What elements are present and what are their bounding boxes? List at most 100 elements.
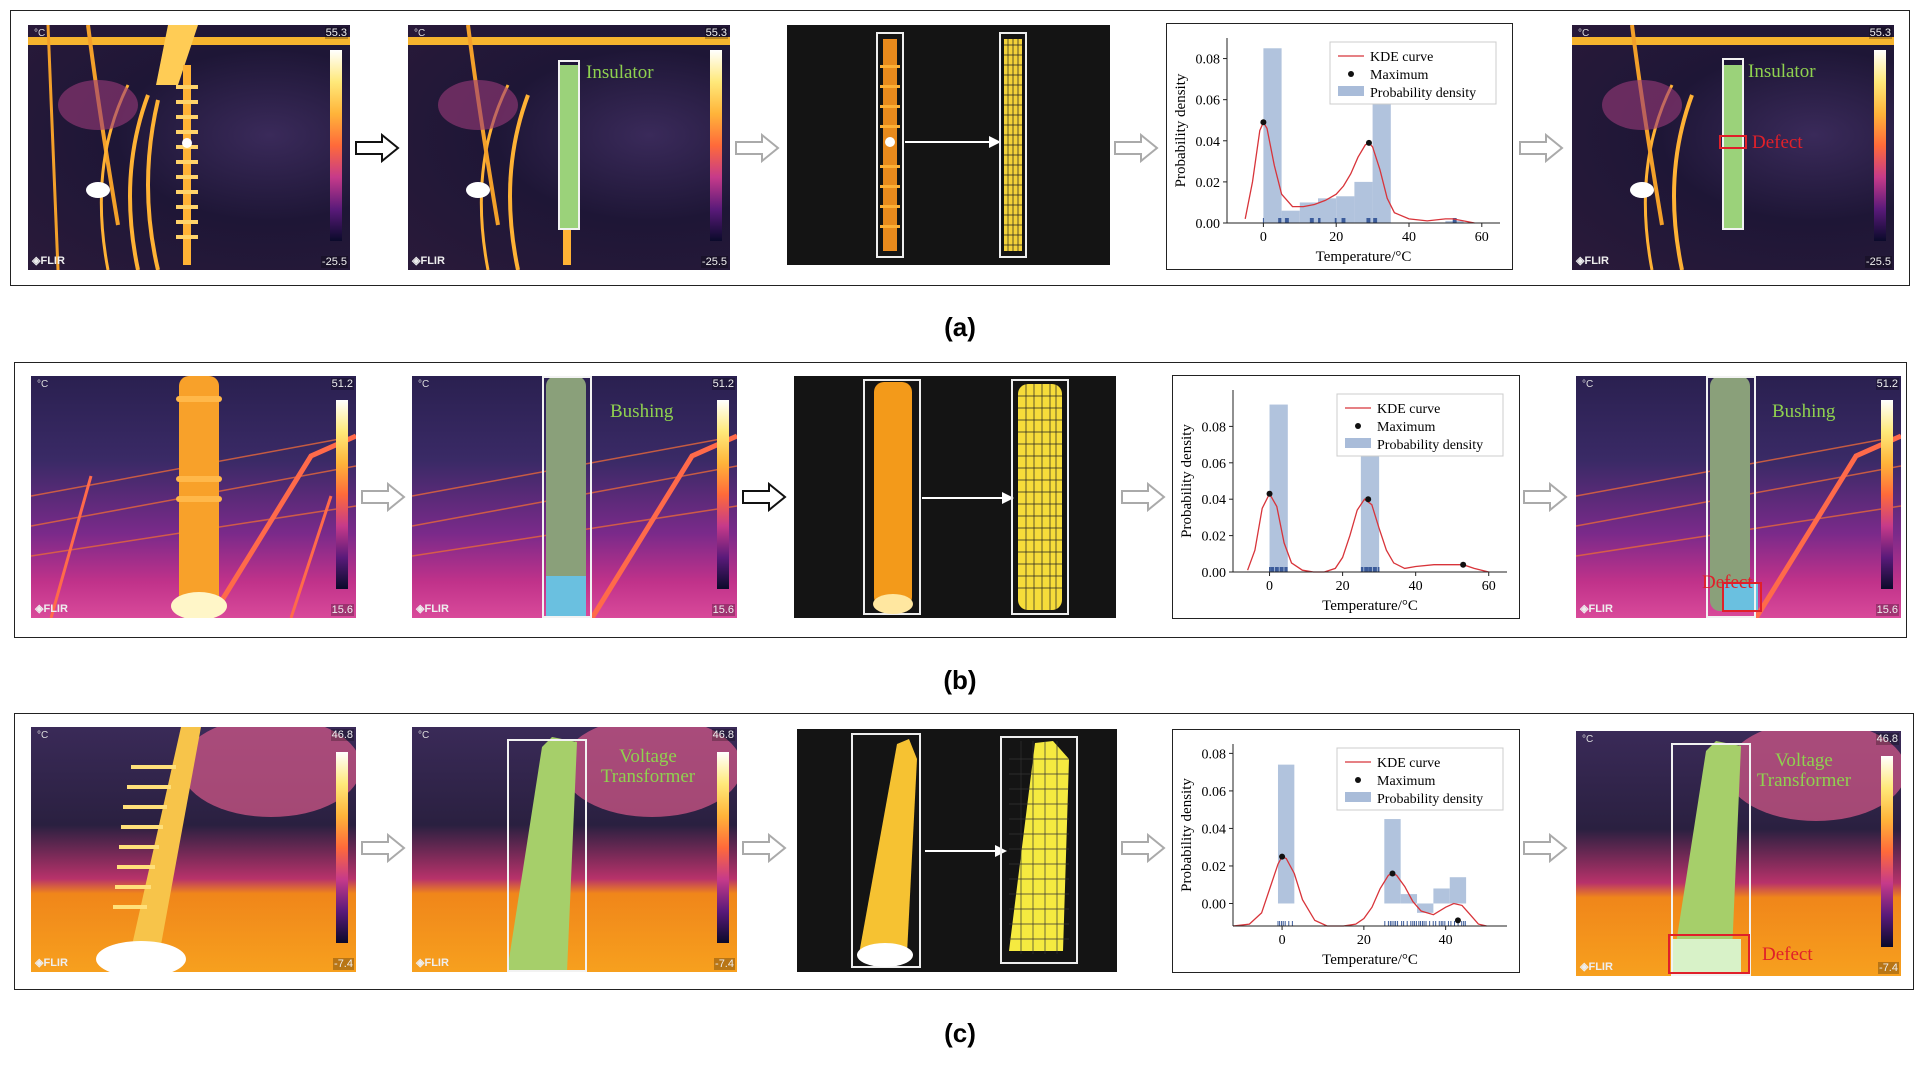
colorbar-max: 51.2	[1875, 378, 1899, 390]
y-tick-label: 0.08	[1202, 747, 1227, 762]
kde-plot: 0 20 40 60 0.00 0.02 0.04 0.06 0.08 Temperature/°…	[1173, 38, 1500, 265]
row-c-thermal-original: °C 46.8 -7.4 ◈FLIR	[31, 727, 356, 972]
x-tick-label: 20	[1357, 933, 1371, 948]
caption-b: (b)	[943, 665, 977, 695]
colorbar-min: -7.4	[1878, 962, 1899, 974]
row-b-segmentation	[794, 376, 1116, 618]
legend-density-swatch	[1345, 792, 1371, 802]
colorbar-min: 15.6	[1875, 604, 1899, 616]
legend-kde-label: KDE curve	[1370, 50, 1433, 65]
x-axis-label: Temperature/°C	[1316, 249, 1412, 265]
flir-logo: ◈FLIR	[35, 603, 68, 615]
histogram-bar	[1433, 888, 1450, 904]
object-label: Voltage Transformer	[600, 746, 696, 787]
legend-density-label: Probability density	[1370, 86, 1476, 101]
colorbar-unit: °C	[34, 28, 46, 39]
insulator-bounding-box	[1722, 58, 1744, 230]
colorbar-min: -25.5	[320, 256, 348, 268]
voltage-transformer-bounding-box	[1671, 743, 1751, 976]
thermal-scene	[31, 376, 356, 618]
histogram-bar	[1400, 894, 1418, 904]
y-tick-label: 0.08	[1202, 420, 1227, 435]
legend-maximum-swatch	[1355, 423, 1361, 429]
flir-logo: ◈FLIR	[35, 957, 68, 969]
maximum-point	[1260, 119, 1267, 126]
colorbar	[1881, 400, 1893, 589]
flir-logo: ◈FLIR	[416, 957, 449, 969]
colorbar-unit: °C	[414, 28, 426, 39]
y-tick-label: 0.04	[1202, 493, 1227, 508]
x-tick-label: 40	[1402, 230, 1416, 245]
colorbar-max: 46.8	[330, 729, 354, 741]
histogram-bar	[1281, 210, 1300, 223]
y-tick-label: 0.00	[1196, 217, 1221, 232]
right-arrow-icon	[361, 833, 406, 863]
colorbar-unit: °C	[418, 379, 430, 390]
right-arrow-icon	[735, 133, 780, 163]
y-axis-label: Probability density	[1179, 778, 1195, 892]
defect-bounding-box	[1722, 582, 1762, 612]
object-label: Insulator	[1748, 61, 1816, 82]
object-label: Insulator	[586, 62, 654, 83]
row-b-thermal-detected: Bushing °C 51.2 15.6 ◈FLIR	[412, 376, 737, 618]
row-a-kde-chart: 0 20 40 60 0.00 0.02 0.04 0.06 0.08 Temperature/°…	[1166, 23, 1513, 270]
thermal-scene	[408, 25, 730, 270]
colorbar-max: 55.3	[704, 27, 728, 39]
legend-density-swatch	[1345, 438, 1371, 448]
histogram-bar	[1384, 819, 1401, 904]
defect-label: Defect	[1702, 572, 1753, 593]
colorbar-unit: °C	[1582, 379, 1594, 390]
histogram-bar	[1318, 198, 1337, 223]
x-axis-label: Temperature/°C	[1322, 952, 1418, 968]
legend-density-swatch	[1338, 86, 1364, 96]
colorbar	[336, 751, 348, 943]
y-tick-label: 0.06	[1202, 457, 1227, 472]
colorbar-unit: °C	[1582, 734, 1594, 745]
right-arrow-icon	[1121, 833, 1166, 863]
colorbar	[1874, 49, 1886, 241]
histogram-bar	[1336, 196, 1355, 223]
y-tick-label: 0.06	[1202, 785, 1227, 800]
x-tick-label: 20	[1336, 579, 1350, 594]
histogram-bar	[1354, 181, 1373, 223]
colorbar-unit: °C	[37, 730, 49, 741]
colorbar	[330, 49, 342, 241]
colorbar-min: -25.5	[1864, 256, 1892, 268]
row-b-thermal-result: Bushing Defect °C 51.2 15.6 ◈FLIR	[1576, 376, 1901, 618]
histogram-bar	[1417, 903, 1434, 913]
thermal-scene	[28, 25, 350, 270]
x-tick-label: 0	[1279, 933, 1286, 948]
y-tick-label: 0.04	[1202, 822, 1227, 837]
legend-maximum-label: Maximum	[1377, 420, 1435, 435]
x-tick-label: 60	[1482, 579, 1496, 594]
legend-kde-label: KDE curve	[1377, 756, 1440, 771]
maximum-point	[1266, 490, 1273, 497]
row-a-thermal-detected: Insulator °C 55.3 -25.5 ◈FLIR	[408, 25, 730, 270]
x-tick-label: 60	[1475, 230, 1489, 245]
y-tick-label: 0.02	[1202, 530, 1227, 545]
x-tick-label: 20	[1329, 230, 1343, 245]
x-axis-label: Temperature/°C	[1322, 598, 1418, 614]
right-arrow-icon	[1523, 482, 1568, 512]
thermal-scene	[1671, 731, 1901, 976]
colorbar-min: 15.6	[330, 604, 354, 616]
right-arrow-icon	[1519, 133, 1564, 163]
maximum-point	[1460, 561, 1467, 568]
flir-logo: ◈FLIR	[1576, 255, 1609, 267]
legend-maximum-swatch	[1348, 71, 1354, 77]
colorbar-min: -7.4	[714, 958, 735, 970]
colorbar	[336, 400, 348, 589]
colorbar-max: 46.8	[1875, 733, 1899, 745]
row-b-kde-chart: 0 20 40 60 0.00 0.02 0.04 0.06 0.08 Temperature/°…	[1172, 375, 1520, 619]
maximum-point	[1454, 917, 1461, 924]
histogram-bar	[1269, 404, 1288, 572]
legend-maximum-swatch	[1355, 777, 1361, 783]
maximum-point	[1279, 853, 1286, 860]
kde-curve	[1246, 492, 1489, 573]
colorbar-max: 55.3	[324, 27, 348, 39]
segmentation-scene	[876, 32, 1027, 258]
row-c-segmentation	[797, 729, 1117, 972]
row-a-thermal-result: Insulator Defect °C 55.3 -25.5 ◈FLIR	[1572, 25, 1894, 270]
caption-a: (a)	[944, 312, 976, 342]
colorbar-max: 55.3	[1868, 27, 1892, 39]
